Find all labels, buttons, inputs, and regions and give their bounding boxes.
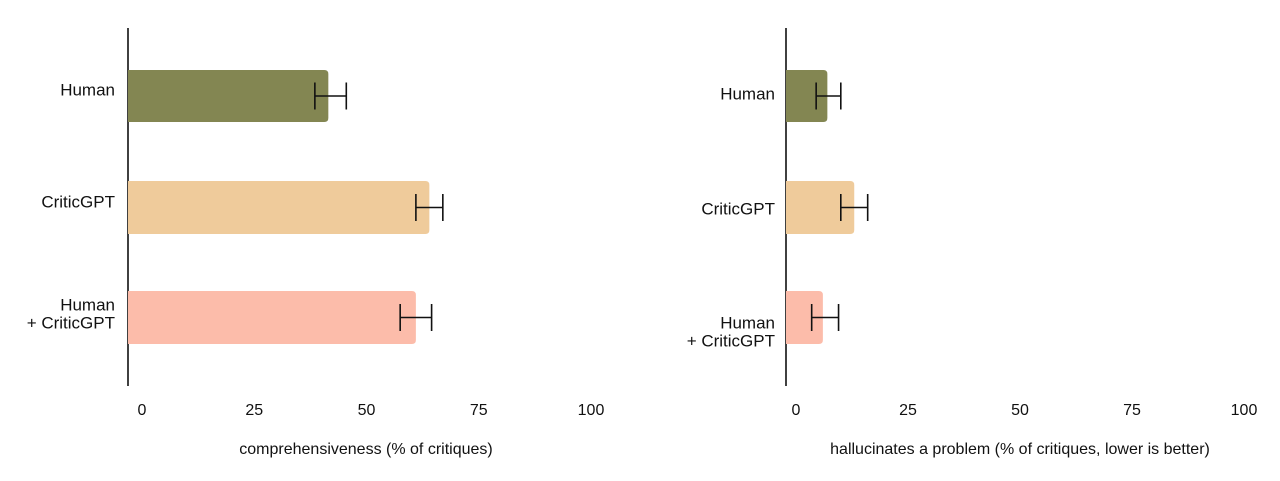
x-tick-label: 75 (1123, 402, 1141, 419)
bar (786, 70, 828, 122)
x-tick-label: 75 (470, 402, 488, 419)
category-label: CriticGPT (701, 199, 775, 218)
category-label: + CriticGPT (687, 331, 775, 350)
bar (786, 291, 823, 344)
category-label: Human (720, 84, 775, 103)
bar (786, 181, 855, 234)
x-tick-label: 0 (792, 402, 801, 419)
x-tick-label: 100 (1231, 402, 1258, 419)
bar (128, 70, 329, 122)
x-tick-label: 0 (138, 402, 147, 419)
x-tick-label: 50 (358, 402, 376, 419)
category-label: + CriticGPT (27, 313, 115, 332)
category-label: CriticGPT (41, 192, 115, 211)
x-tick-label: 50 (1011, 402, 1029, 419)
category-label: Human (720, 313, 775, 332)
x-axis-title: hallucinates a problem (% of critiques, … (830, 441, 1210, 458)
category-label: Human (60, 80, 115, 99)
bar (128, 291, 416, 344)
bar (128, 181, 430, 234)
x-axis-title: comprehensiveness (% of critiques) (239, 441, 492, 458)
category-label: Human (60, 295, 115, 314)
x-tick-label: 25 (245, 402, 263, 419)
x-tick-label: 100 (578, 402, 605, 419)
x-tick-label: 25 (899, 402, 917, 419)
